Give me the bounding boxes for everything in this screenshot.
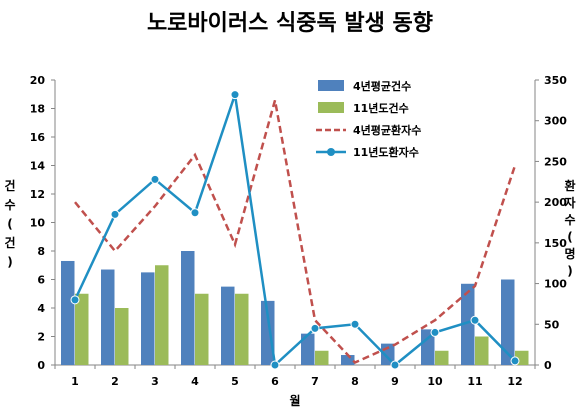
right-tick-label: 0 (544, 359, 552, 372)
right-tick-label: 300 (544, 115, 567, 128)
bar-avg-cases (221, 286, 235, 365)
right-axis-label-char: ) (567, 264, 572, 278)
bar-cases-2011 (435, 350, 449, 365)
x-tick-label: 3 (151, 375, 159, 388)
left-tick-label: 6 (37, 274, 45, 287)
bar-cases-2011 (155, 265, 169, 365)
left-tick-label: 2 (37, 331, 45, 344)
right-tick-label: 200 (544, 196, 567, 209)
x-tick-label: 8 (351, 375, 359, 388)
x-tick-label: 10 (427, 375, 443, 388)
point-patients-2011 (270, 360, 280, 370)
bar-avg-cases (181, 251, 195, 365)
right-tick-label: 150 (544, 237, 567, 250)
right-tick-label: 50 (544, 318, 560, 331)
bar-cases-2011 (315, 350, 329, 365)
x-tick-label: 2 (111, 375, 119, 388)
right-tick-label: 350 (544, 74, 567, 87)
bar-cases-2011 (475, 336, 489, 365)
left-axis-label-char: 건 (4, 235, 15, 250)
chart-title: 노로바이러스 식중독 발생 동향 (147, 11, 433, 36)
left-tick-label: 18 (30, 103, 45, 116)
left-axis-label-char: 건 (4, 178, 15, 193)
point-patients-2011 (470, 315, 480, 325)
bar-avg-cases (341, 355, 355, 365)
point-patients-2011 (390, 360, 400, 370)
left-axis-label-char: ( (7, 217, 12, 231)
left-tick-label: 14 (30, 160, 46, 173)
bar-avg-cases (501, 279, 515, 365)
legend-marker (327, 148, 335, 156)
x-tick-label: 1 (71, 375, 79, 388)
bar-cases-2011 (75, 293, 89, 365)
bar-avg-cases (101, 269, 115, 365)
right-axis-label-char: 수 (564, 213, 575, 227)
legend-label: 4년평균건수 (353, 79, 411, 93)
legend-swatch (318, 80, 344, 91)
right-axis-label-char: 환 (564, 178, 575, 193)
left-tick-label: 10 (30, 217, 46, 230)
legend: 4년평균건수 11년도건수 4년평균환자수 11년도환자수 (316, 79, 421, 159)
x-tick-label: 5 (231, 375, 239, 388)
x-tick-label: 9 (391, 375, 399, 388)
left-tick-label: 20 (30, 74, 46, 87)
point-patients-2011 (230, 90, 240, 100)
left-tick-label: 12 (30, 188, 45, 201)
left-tick-label: 16 (30, 131, 46, 144)
point-patients-2011 (110, 209, 120, 219)
x-tick-label: 11 (467, 375, 482, 388)
point-patients-2011 (190, 208, 200, 218)
left-tick-label: 0 (37, 359, 45, 372)
x-tick-label: 6 (271, 375, 279, 388)
x-tick-label: 12 (507, 375, 522, 388)
left-axis-label-char: ) (7, 255, 12, 269)
x-tick-label: 7 (311, 375, 319, 388)
legend-label: 11년도건수 (353, 101, 409, 115)
legend-swatch (318, 102, 344, 113)
point-patients-2011 (150, 174, 160, 184)
right-tick-label: 100 (544, 278, 567, 291)
x-tick-label: 4 (191, 375, 199, 388)
bar-avg-cases (141, 272, 155, 365)
point-patients-2011 (430, 327, 440, 337)
line-avg-patients (74, 100, 517, 365)
bar-avg-cases (461, 283, 475, 365)
legend-label: 4년평균환자수 (353, 123, 421, 137)
bar-avg-cases (261, 300, 275, 365)
bar-avg-cases (61, 260, 75, 365)
right-axis-label-char: 명 (564, 247, 575, 261)
bar-cases-2011 (235, 293, 249, 365)
right-tick-label: 250 (544, 155, 567, 168)
right-axis-label: 환자수 ( 명) (564, 178, 575, 278)
right-axis-label-char: ( (567, 230, 572, 244)
left-tick-label: 4 (37, 302, 45, 315)
bar-avg-cases (301, 333, 315, 365)
point-patients-2011 (510, 356, 520, 366)
left-axis-label-char: 수 (4, 198, 15, 212)
bar-cases-2011 (195, 293, 209, 365)
left-tick-label: 8 (37, 245, 45, 258)
bar-avg-cases (421, 329, 435, 365)
point-patients-2011 (350, 319, 360, 329)
bar-cases-2011 (115, 308, 129, 365)
point-patients-2011 (70, 295, 80, 305)
right-axis-label-char: 자 (564, 195, 575, 210)
point-patients-2011 (310, 323, 320, 333)
x-axis-label: 월 (289, 393, 300, 408)
legend-label: 11년도환자수 (353, 145, 419, 159)
line-patients-2011 (73, 94, 516, 368)
left-axis-label: 건수(건) (4, 178, 15, 269)
